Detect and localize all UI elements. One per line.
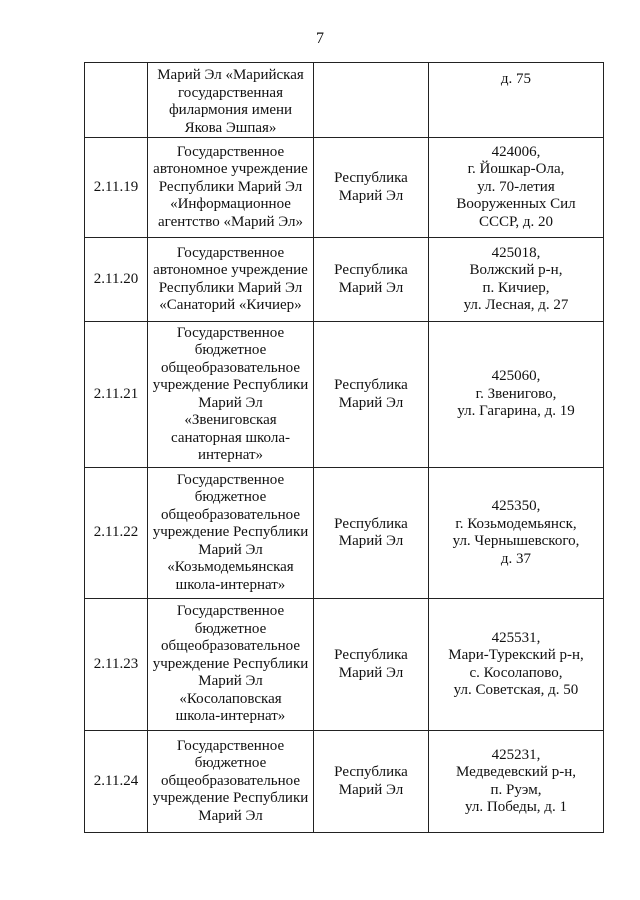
item-number: 2.11.19	[84, 137, 148, 238]
organizations-table: Марий Эл «Марийская государственная фила…	[84, 62, 604, 833]
item-number: 2.11.22	[84, 467, 148, 599]
table-row: 2.11.20 Государственное автономное учрежд…	[84, 237, 604, 322]
address: 425231, Медведевский р-н, п. Руэм, ул. П…	[428, 730, 604, 833]
region: Республика Марий Эл	[313, 730, 429, 833]
address: д. 75	[428, 62, 604, 138]
organization-name: Государственное бюджетное общеобразовате…	[147, 321, 314, 468]
address: 425531, Мари-Турекский р-н, с. Косолапов…	[428, 598, 604, 731]
organization-name: Государственное бюджетное общеобразовате…	[147, 598, 314, 731]
address: 425018, Волжский р-н, п. Кичиер, ул. Лес…	[428, 237, 604, 322]
organization-name: Государственное автономное учреждение Ре…	[147, 237, 314, 322]
organization-name: Государственное бюджетное общеобразовате…	[147, 467, 314, 599]
item-number: 2.11.23	[84, 598, 148, 731]
region: Республика Марий Эл	[313, 467, 429, 599]
item-number: 2.11.21	[84, 321, 148, 468]
item-number	[84, 62, 148, 138]
region: Республика Марий Эл	[313, 237, 429, 322]
item-number: 2.11.20	[84, 237, 148, 322]
region	[313, 62, 429, 138]
table-row: 2.11.22 Государственное бюджетное общеобр…	[84, 467, 604, 599]
page-number: 7	[316, 30, 324, 47]
organization-name: Государственное автономное учреждение Ре…	[147, 137, 314, 238]
table-row: Марий Эл «Марийская государственная фила…	[84, 62, 604, 138]
region: Республика Марий Эл	[313, 137, 429, 238]
address: 425060, г. Звенигово, ул. Гагарина, д. 1…	[428, 321, 604, 468]
table-row: 2.11.23 Государственное бюджетное общеобр…	[84, 598, 604, 731]
region: Республика Марий Эл	[313, 321, 429, 468]
item-number: 2.11.24	[84, 730, 148, 833]
table-row: 2.11.24 Государственное бюджетное общеобр…	[84, 730, 604, 833]
table-row: 2.11.21 Государственное бюджетное общеобр…	[84, 321, 604, 468]
region: Республика Марий Эл	[313, 598, 429, 731]
address: 424006, г. Йошкар-Ола, ул. 70-летия Воор…	[428, 137, 604, 238]
address: 425350, г. Козьмодемьянск, ул. Чернышевс…	[428, 467, 604, 599]
organization-name: Марий Эл «Марийская государственная фила…	[147, 62, 314, 138]
table-row: 2.11.19 Государственное автономное учрежд…	[84, 137, 604, 238]
organization-name: Государственное бюджетное общеобразовате…	[147, 730, 314, 833]
